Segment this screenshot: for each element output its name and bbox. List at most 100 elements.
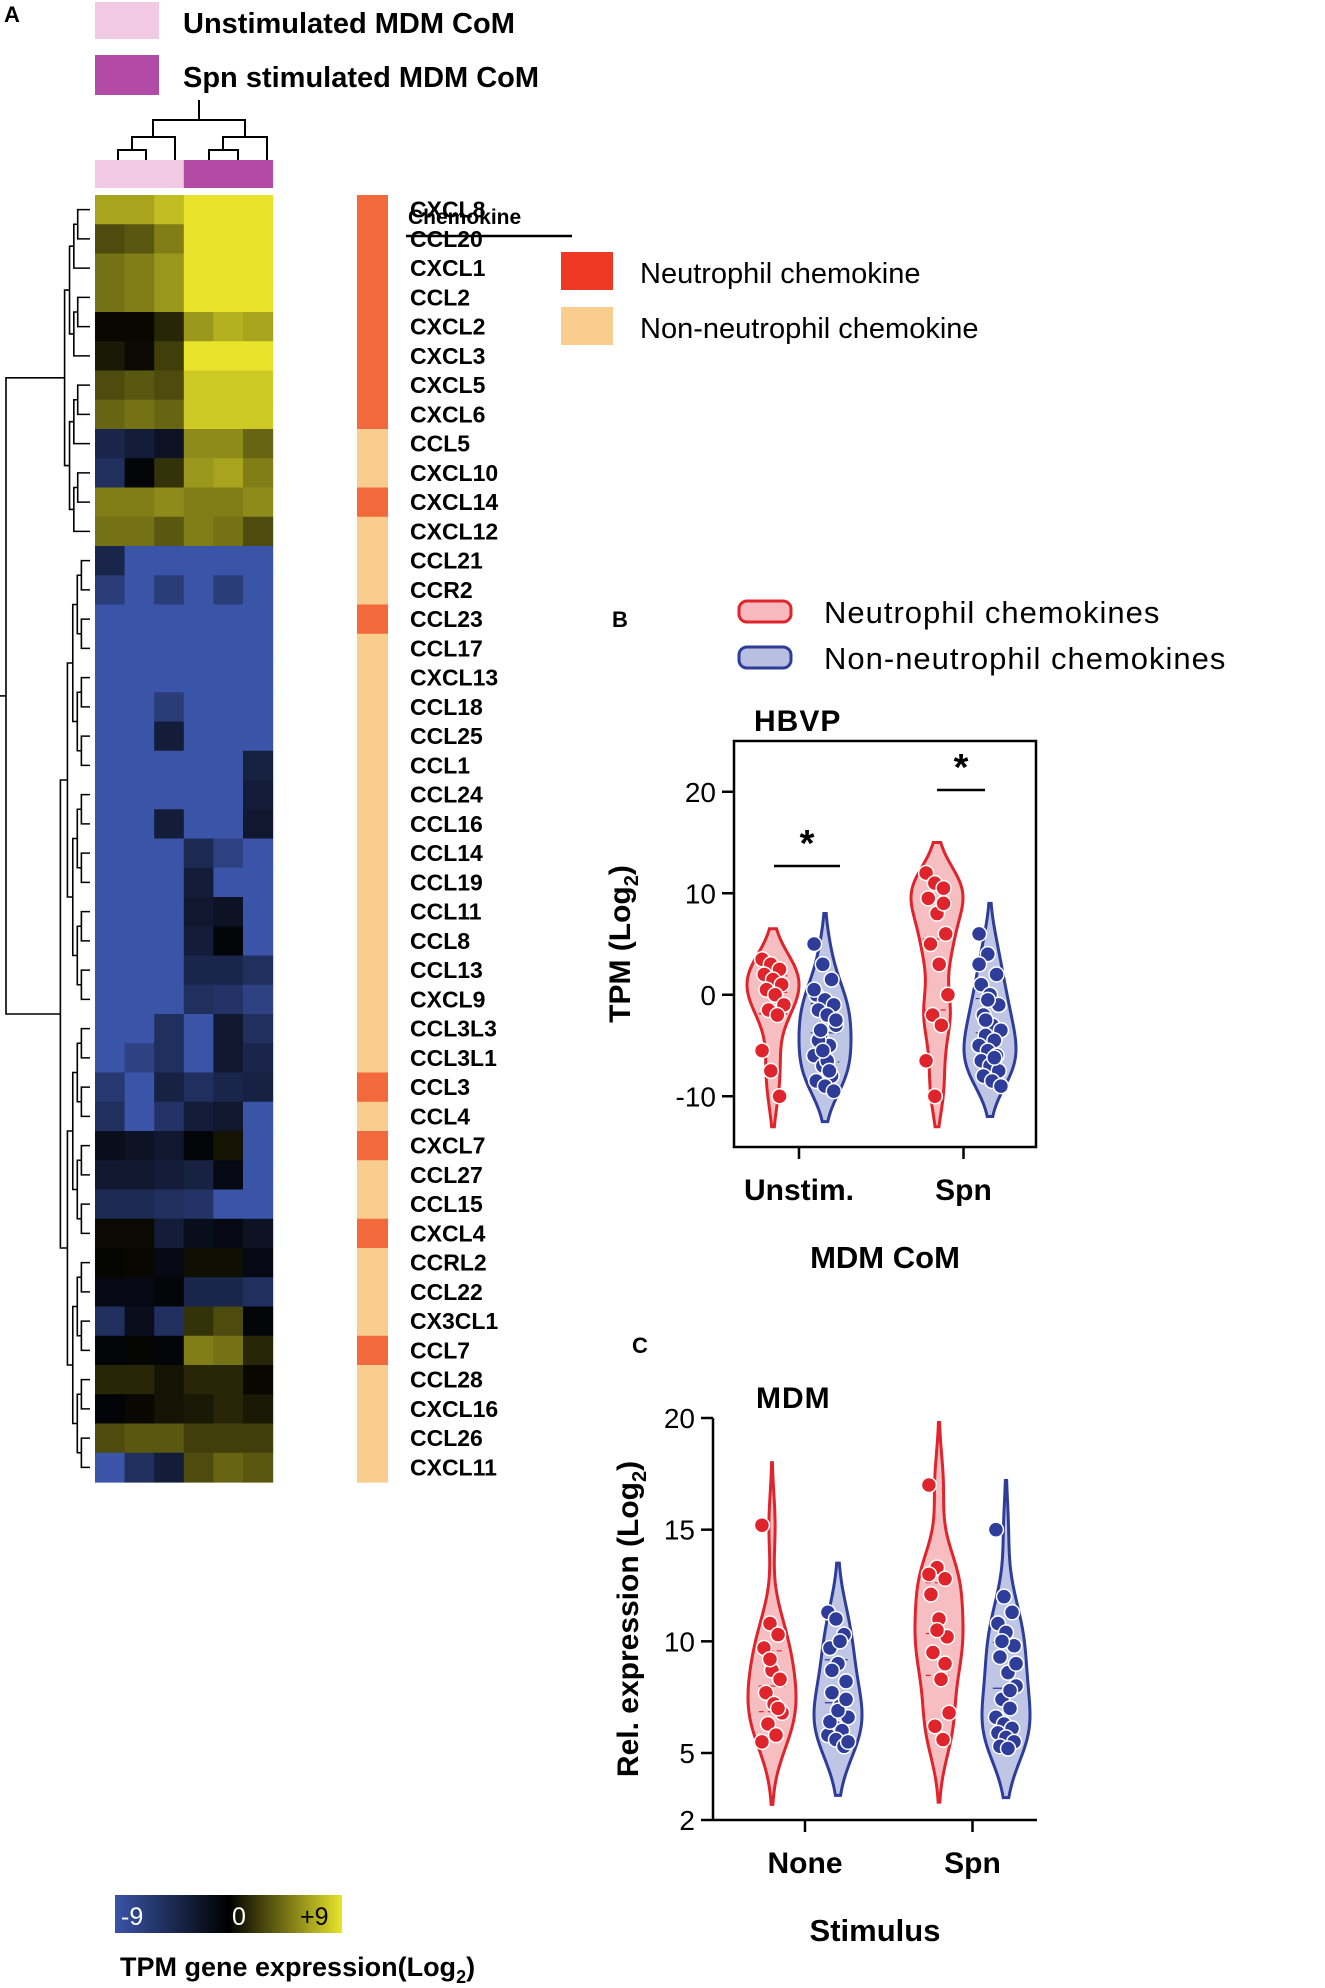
gene-label: CX3CL1 bbox=[410, 1308, 498, 1334]
heatmap-cell bbox=[183, 1189, 214, 1220]
annotation-cell bbox=[357, 282, 388, 313]
data-point bbox=[823, 1662, 841, 1679]
heatmap-cell bbox=[154, 1160, 185, 1191]
dendrogram-branch bbox=[80, 618, 90, 650]
heatmap-cell bbox=[124, 370, 155, 401]
gene-label: CCL2 bbox=[410, 284, 470, 310]
heatmap-cell bbox=[95, 926, 126, 957]
annotation-cell bbox=[357, 1160, 388, 1191]
data-point bbox=[928, 1621, 946, 1639]
heatmap-cell bbox=[154, 1131, 185, 1161]
data-point bbox=[814, 956, 832, 973]
gene-label: CXCL14 bbox=[410, 489, 498, 515]
y-tick-label: 5 bbox=[679, 1738, 695, 1769]
heatmap-cell bbox=[213, 1248, 244, 1278]
heatmap-cell bbox=[213, 1160, 244, 1191]
data-point bbox=[993, 1633, 1011, 1650]
heatmap-cell bbox=[243, 1189, 274, 1220]
data-point bbox=[988, 966, 1005, 983]
gene-label: CCL1 bbox=[410, 752, 470, 778]
heatmap-cell bbox=[243, 604, 274, 635]
heatmap-cell bbox=[243, 780, 274, 810]
data-point bbox=[753, 1042, 771, 1059]
heatmap-cell bbox=[243, 897, 274, 927]
annotation-cell bbox=[357, 1306, 388, 1337]
annotation-cell bbox=[357, 1131, 388, 1161]
heatmap-cell bbox=[95, 399, 126, 430]
data-point bbox=[805, 981, 823, 998]
gene-label: CCRL2 bbox=[410, 1250, 487, 1276]
heatmap-cell bbox=[183, 663, 214, 693]
dendrogram-branch bbox=[66, 662, 73, 898]
heatmap-cell bbox=[243, 1248, 274, 1278]
gene-label: CCL19 bbox=[410, 869, 483, 895]
heatmap-cell bbox=[154, 282, 185, 313]
heatmap-cell bbox=[95, 1277, 126, 1308]
annotation-cell bbox=[357, 955, 388, 986]
annotation-cell bbox=[357, 399, 388, 430]
dendrogram-branch bbox=[73, 311, 90, 357]
gene-label: CCL16 bbox=[410, 811, 483, 837]
annotation-cell bbox=[357, 312, 388, 342]
y-tick-label: 0 bbox=[700, 980, 716, 1011]
heatmap-cell bbox=[183, 692, 214, 723]
heatmap-cell bbox=[183, 721, 214, 752]
dendrogram-branch bbox=[80, 1027, 90, 1059]
heatmap-cell bbox=[213, 341, 244, 372]
heatmap-cell bbox=[183, 1394, 214, 1425]
heatmap-cell bbox=[243, 721, 274, 752]
gene-label: CCL3L1 bbox=[410, 1045, 497, 1071]
annotation-cell bbox=[357, 195, 388, 225]
heatmap-cell bbox=[243, 1335, 274, 1366]
annotation-cell bbox=[357, 1365, 388, 1395]
heatmap-cell bbox=[124, 1248, 155, 1278]
gene-label: CXCL13 bbox=[410, 665, 498, 691]
dendrogram-branch bbox=[80, 1144, 90, 1176]
y-tick-label: 10 bbox=[664, 1626, 695, 1657]
heatmap-cell bbox=[124, 1189, 155, 1220]
heatmap-cell bbox=[154, 1277, 185, 1308]
data-point bbox=[771, 1088, 788, 1105]
heatmap-cell bbox=[154, 750, 185, 781]
heatmap-cell bbox=[183, 1101, 214, 1132]
annotation-cell bbox=[357, 1072, 388, 1103]
heatmap-cell bbox=[213, 487, 244, 518]
heatmap-cell bbox=[243, 926, 274, 957]
gene-label: CCL20 bbox=[410, 226, 483, 252]
heatmap-cell bbox=[213, 721, 244, 752]
column-group-bar bbox=[95, 160, 274, 188]
data-point bbox=[979, 991, 997, 1009]
dendrogram-branch bbox=[80, 1086, 90, 1118]
heatmap-cell bbox=[124, 1043, 155, 1074]
heatmap-cell bbox=[243, 1014, 274, 1044]
heatmap-cell bbox=[243, 253, 274, 284]
gene-label: CCL24 bbox=[410, 782, 483, 808]
heatmap-cell bbox=[95, 809, 126, 840]
heatmap-cell bbox=[183, 780, 214, 810]
heatmap-cell bbox=[213, 370, 244, 401]
annotation-cell bbox=[357, 1218, 388, 1249]
dendrogram-branch bbox=[80, 735, 90, 767]
heatmap-cells bbox=[95, 195, 274, 1483]
heatmap-cell bbox=[154, 546, 185, 576]
dendrogram-branch bbox=[76, 384, 90, 416]
heatmap-cell bbox=[154, 692, 185, 723]
heatmap-cell bbox=[183, 341, 214, 372]
significance-star: * bbox=[954, 747, 969, 789]
heatmap-cell bbox=[183, 1306, 214, 1337]
data-point bbox=[995, 1588, 1013, 1605]
column-group-cell bbox=[213, 160, 244, 188]
heatmap-cell bbox=[124, 1277, 155, 1308]
gene-label: CXCL10 bbox=[410, 460, 498, 486]
heatmap-cell bbox=[154, 1014, 185, 1044]
annotation-cell bbox=[357, 984, 388, 1015]
data-point bbox=[987, 1521, 1005, 1538]
annotation-cell bbox=[357, 487, 388, 518]
heatmap-cell bbox=[183, 282, 214, 313]
data-point bbox=[970, 925, 988, 943]
plot-frame bbox=[732, 739, 1038, 1149]
data-point bbox=[936, 1570, 954, 1588]
heatmap-cell bbox=[213, 282, 244, 313]
heatmap-cell bbox=[124, 195, 155, 225]
heatmap-cell bbox=[95, 1043, 126, 1074]
